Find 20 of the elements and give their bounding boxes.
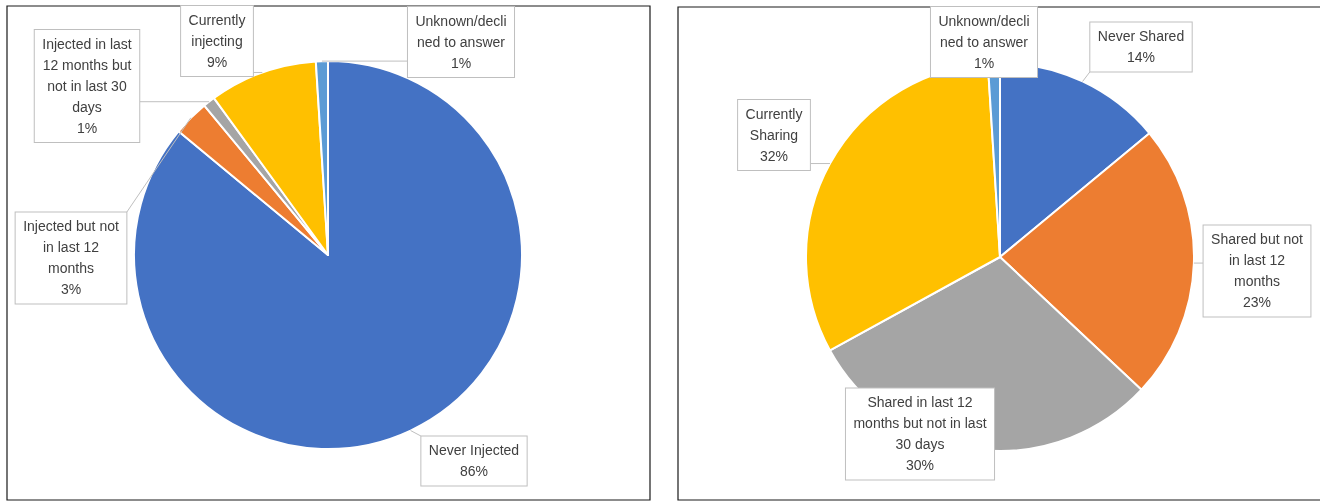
slice-label: Shared but not in last 12 months <box>1211 231 1304 289</box>
data-label: 9% <box>206 53 228 70</box>
slice-label: Injected in last 12 months but not in last 30 days <box>42 35 132 115</box>
data-label: 86% <box>459 463 489 479</box>
data-label: 30% <box>905 457 935 473</box>
slice-label: Shared in last 12 months but not in last 30 days <box>853 394 987 452</box>
data-label: 1% <box>76 119 98 136</box>
slice-label: Never Injected <box>428 442 520 458</box>
data-label: 1% <box>450 54 472 71</box>
data-label: 1% <box>973 54 995 71</box>
data-label: 32% <box>759 147 789 164</box>
slice-label: Currently Sharing <box>745 105 803 143</box>
slice-label: Injected but not in last 12 months <box>23 218 119 276</box>
data-label: 3% <box>60 281 82 297</box>
data-label: 14% <box>1126 49 1156 65</box>
data-label: 23% <box>1242 294 1272 310</box>
slice-label: Never Shared <box>1097 28 1185 44</box>
slice-label: Unknown/declined to answer <box>938 12 1030 50</box>
slice-label: Currently injecting <box>188 11 246 49</box>
slice-label: Unknown/declined to answer <box>415 12 507 50</box>
